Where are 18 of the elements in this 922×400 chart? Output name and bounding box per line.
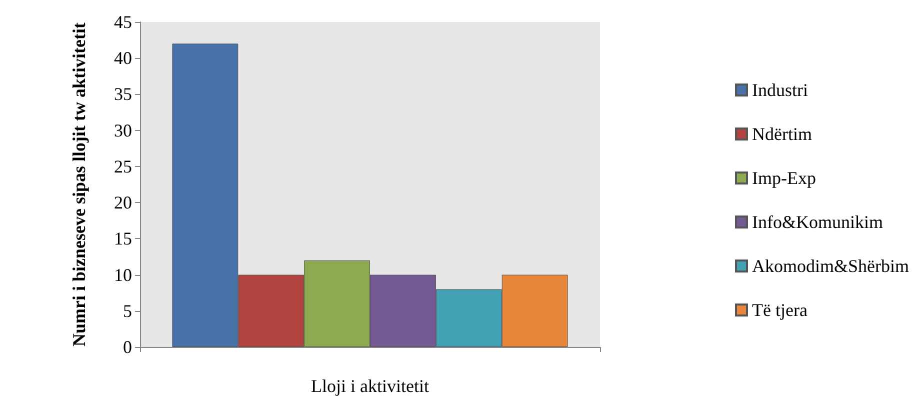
legend-label: Imp-Exp [752,168,816,188]
y-tick-label: 25 [114,156,132,176]
y-tick-label: 0 [123,337,132,357]
y-tick-label: 20 [114,192,132,213]
legend-label: Industri [752,80,808,100]
x-axis-title: Lloji i aktivitetit [311,376,429,396]
legend-label: Info&Komunikim [752,212,883,232]
y-tick-label: 45 [114,12,132,32]
legend-label: Ndërtim [752,124,812,144]
y-tick-label: 40 [114,48,132,68]
legend-label: Akomodim&Shërbim [752,256,909,276]
y-tick-label: 15 [114,228,132,249]
y-axis-title: Numri i bizneseve sipas llojit tw aktivitetit [69,22,89,346]
y-tick-label: 35 [114,84,132,104]
legend-label: Të tjera [752,300,808,320]
y-tick-label: 5 [123,300,132,321]
y-tick-label: 10 [114,264,132,285]
y-tick-label: 30 [114,120,132,140]
